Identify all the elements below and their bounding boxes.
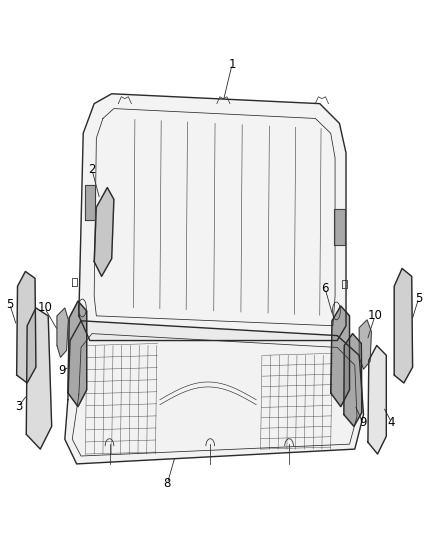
Polygon shape xyxy=(368,345,386,454)
Text: 8: 8 xyxy=(164,477,171,490)
Bar xyxy=(334,209,345,245)
Text: 9: 9 xyxy=(58,364,66,377)
Polygon shape xyxy=(57,308,68,357)
Text: 1: 1 xyxy=(228,58,236,71)
Polygon shape xyxy=(26,308,52,449)
Bar xyxy=(85,184,95,220)
Text: 5: 5 xyxy=(415,292,422,304)
Text: 5: 5 xyxy=(6,297,13,311)
Polygon shape xyxy=(394,269,413,383)
Polygon shape xyxy=(79,94,346,341)
Text: 9: 9 xyxy=(359,416,367,429)
Polygon shape xyxy=(17,271,36,383)
Polygon shape xyxy=(65,321,364,464)
Text: 6: 6 xyxy=(321,282,329,295)
Text: 10: 10 xyxy=(37,302,52,314)
Text: 4: 4 xyxy=(388,416,396,429)
Polygon shape xyxy=(331,306,350,407)
Text: 2: 2 xyxy=(88,163,96,176)
Polygon shape xyxy=(359,320,371,369)
Text: 10: 10 xyxy=(367,309,382,322)
Polygon shape xyxy=(344,334,362,426)
Text: 3: 3 xyxy=(15,400,22,413)
Polygon shape xyxy=(94,188,114,277)
Polygon shape xyxy=(68,301,87,407)
